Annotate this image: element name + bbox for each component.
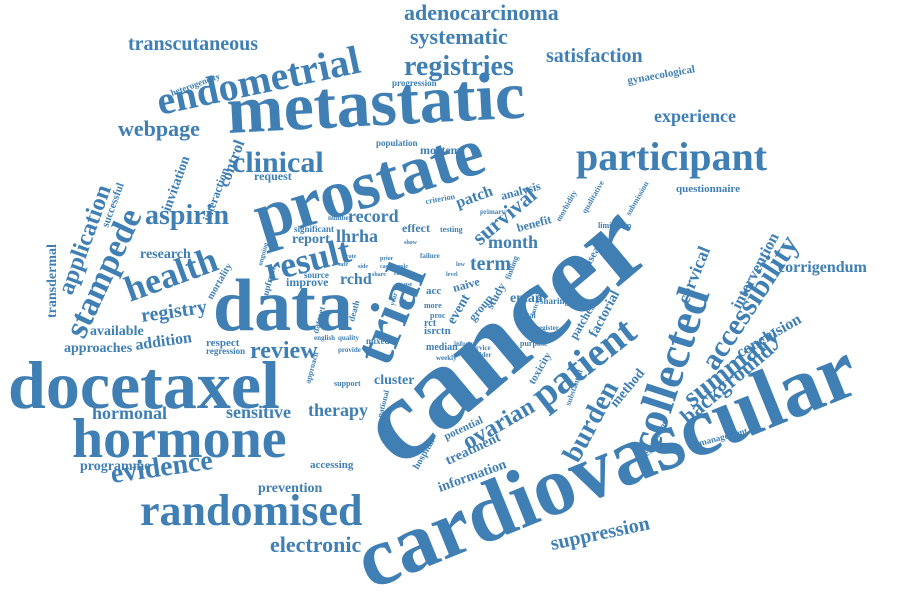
word-significant: significant — [294, 224, 334, 234]
word-more: more — [424, 301, 442, 310]
word-mixed: mixed — [366, 336, 390, 346]
word-respect: respect — [206, 337, 240, 349]
word-systematic: systematic — [410, 24, 508, 49]
word-lhrha: lhrha — [336, 226, 378, 246]
word-submission: submission — [624, 179, 651, 217]
word-digital: digital — [514, 311, 537, 320]
word-regression: regression — [206, 346, 245, 356]
word-transcutaneous: transcutaneous — [128, 33, 258, 55]
word-satisfaction: satisfaction — [546, 45, 643, 67]
word-docetaxel: docetaxel — [8, 347, 280, 423]
word-role: role — [398, 264, 408, 270]
word-accessing: accessing — [310, 459, 354, 471]
word-show: show — [404, 240, 418, 246]
word-median: median — [426, 342, 458, 353]
word-effect: effect — [402, 221, 430, 235]
word-report: report — [292, 232, 330, 247]
word-research: research — [140, 247, 191, 262]
word-register: register — [536, 324, 559, 332]
word-therapy: therapy — [308, 400, 368, 420]
word-rct: rct — [424, 318, 437, 329]
word-level: level — [446, 272, 458, 278]
word-month: month — [488, 232, 538, 252]
word-hormonal: hormonal — [92, 403, 167, 423]
word-progression: progression — [392, 78, 437, 88]
word-transdermal: transdermal — [45, 244, 60, 318]
word-record: record — [348, 206, 399, 226]
word-proc: proc — [430, 311, 446, 320]
word-experience: experience — [654, 106, 736, 126]
word-weekly: weekly — [436, 354, 457, 362]
word-holder: holder — [472, 351, 491, 359]
word-prior: prior — [380, 256, 394, 262]
word-support: support — [334, 379, 361, 388]
word-number: number — [328, 214, 352, 222]
word-randomised: randomised — [140, 486, 362, 535]
word-quality: quality — [338, 334, 360, 342]
word-electronic: electronic — [270, 532, 361, 557]
word-purpose: purpose — [520, 339, 548, 348]
word-hormone: hormone — [72, 408, 287, 470]
word-service: service — [470, 344, 491, 352]
word-cluster: cluster — [374, 373, 414, 388]
word-sharing: sharing — [540, 296, 570, 306]
word-aspirin: aspirin — [145, 200, 229, 231]
word-rate: rate — [346, 254, 357, 260]
word-low: low — [456, 262, 466, 268]
word-data: data — [213, 265, 353, 347]
word-available: available — [90, 324, 144, 339]
word-use: use — [404, 282, 413, 288]
word-questionnaire: questionnaire — [676, 183, 740, 195]
word-testing: testing — [440, 225, 463, 234]
word-inform: inform — [454, 340, 475, 348]
word-clinical: clinical — [232, 146, 324, 179]
word-term: term — [470, 253, 511, 275]
word-sensitive: sensitive — [226, 402, 291, 422]
word-review: review — [250, 338, 318, 364]
word-email: email — [510, 291, 543, 306]
word-acc: acc — [426, 285, 441, 297]
word-provide: provide — [338, 346, 361, 354]
word-english: english — [314, 334, 335, 342]
word-improve: improve — [286, 275, 329, 289]
word-mortem: mortem — [420, 143, 461, 157]
word-ratio: ratio — [394, 271, 406, 277]
word-side: side — [358, 264, 368, 270]
word-primary: primary — [480, 208, 505, 216]
word-share: share — [372, 272, 386, 278]
word-participant: participant — [576, 134, 768, 179]
word-safe: safe — [338, 262, 348, 268]
word-population: population — [376, 138, 418, 148]
word-case: case — [380, 264, 391, 270]
word-list: list — [398, 297, 408, 308]
word-approaches: approaches — [64, 341, 133, 356]
word-source: source — [304, 270, 329, 280]
word-adenocarcinoma: adenocarcinoma — [404, 0, 559, 25]
word-metastatic: metastatic — [225, 56, 527, 148]
word-limitation: limitation — [598, 221, 632, 230]
word-year: year — [388, 292, 399, 307]
word-prevention: prevention — [258, 481, 323, 496]
word-request: request — [254, 169, 292, 183]
word-programme: programme — [80, 459, 151, 474]
word-webpage: webpage — [118, 116, 200, 141]
word-corrigendum: corrigendum — [778, 259, 868, 276]
word-isrctn: isrctn — [424, 325, 451, 337]
word-rchd: rchd — [340, 271, 372, 288]
word-failure: failure — [420, 252, 440, 260]
word-registries: registries — [404, 51, 514, 82]
